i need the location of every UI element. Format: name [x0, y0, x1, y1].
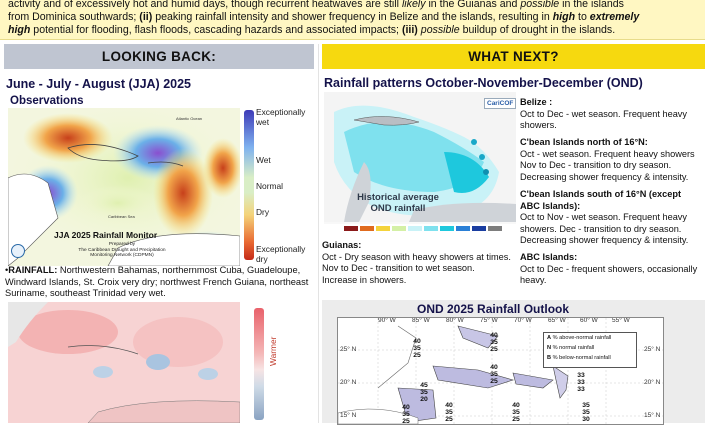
temperature-map-graphic [8, 302, 240, 423]
rainfall-legend-bar [244, 110, 254, 260]
prob-box-leeward: 33 33 33 [577, 372, 585, 394]
north-islands-outlook: C'bean Islands north of 16°N: Oct - wet s… [520, 137, 695, 182]
outlook-summary-banner: activity and of excessively hot and humi… [0, 0, 705, 40]
rainfall-summary: •RAINFALL: Northwestern Bahamas, norther… [5, 265, 309, 299]
legend-wet: Wet [256, 155, 271, 165]
historical-ond-map: CariCOF Historical average OND rainfall [324, 92, 516, 242]
outlook-lat-25: 25° N [340, 346, 357, 353]
rainfall-map-graphic: Atlantic Ocean Caribbean Sea [8, 108, 240, 266]
legend-exceptionally-wet: Exceptionally wet [256, 107, 306, 127]
prob-box-belize: 40 35 25 [402, 404, 410, 425]
map-credit: Prepared by The Caribbean Drought and Pre… [78, 242, 166, 258]
outlook-lat-20-right: 20° N [644, 379, 661, 386]
abc-islands-outlook: ABC Islands: Oct to Dec - frequent shower… [520, 252, 698, 285]
cdpmn-logo [11, 244, 25, 258]
historical-map-graphic [324, 92, 516, 242]
observations-label: Observations [10, 95, 84, 107]
ond-outlook-map: 90° W 85° W 80° W 75° W 70° W 65° W 60° … [337, 317, 664, 425]
legend-exceptionally-dry: Exceptionally dry [256, 244, 306, 264]
prob-box-greater-antilles: 40 35 25 [490, 364, 498, 386]
prob-box-cayman: 45 35 20 [420, 382, 428, 404]
ond-rainfall-title: Rainfall patterns October-November-Decem… [324, 76, 643, 90]
prob-box-jamaica: 40 35 25 [445, 402, 453, 424]
guianas-outlook: Guianas: Oct - Dry season with heavy show… [322, 240, 511, 285]
temp-legend-warmer: Warmer [268, 336, 278, 366]
temperature-legend-bar [254, 308, 264, 420]
legend-dry: Dry [256, 207, 270, 217]
prob-box-hispaniola: 40 35 25 [512, 402, 520, 424]
svg-text:Caribbean Sea: Caribbean Sea [108, 214, 135, 219]
belize-outlook: Belize : Oct to Dec - wet season. Frequen… [520, 97, 687, 130]
temperature-map [8, 302, 240, 423]
prob-box-bahamas: 40 35 25 [413, 338, 421, 360]
prob-box-windward: 35 35 30 [582, 402, 590, 424]
period-title: June - July - August (JJA) 2025 [6, 77, 191, 91]
historical-map-label: Historical average OND rainfall [357, 192, 439, 214]
south-islands-outlook: C'bean Islands south of 16°N (except ABC… [520, 189, 689, 245]
outlook-lat-15-right: 15° N [644, 412, 661, 419]
outlook-legend: A % above-normal rainfall N % normal rai… [543, 332, 637, 368]
outlook-lat-25-right: 25° N [644, 346, 661, 353]
jja-rainfall-monitor-map: Atlantic Ocean Caribbean Sea JJA 2025 Ra… [8, 108, 240, 266]
prob-box-ne: 40 35 25 [490, 332, 498, 354]
svg-text:Atlantic Ocean: Atlantic Ocean [176, 116, 202, 121]
caricof-logo: CariCOF [484, 98, 516, 109]
map-caption: JJA 2025 Rainfall Monitor [54, 230, 158, 240]
looking-back-header: LOOKING BACK: [4, 44, 314, 69]
ond-outlook-title: OND 2025 Rainfall Outlook [417, 302, 570, 316]
outlook-lat-20: 20° N [340, 379, 357, 386]
what-next-header: WHAT NEXT? [322, 44, 705, 69]
looking-back-column: LOOKING BACK: June - July - August (JJA)… [0, 44, 319, 423]
legend-normal: Normal [256, 181, 283, 191]
outlook-lat-15: 15° N [340, 412, 357, 419]
